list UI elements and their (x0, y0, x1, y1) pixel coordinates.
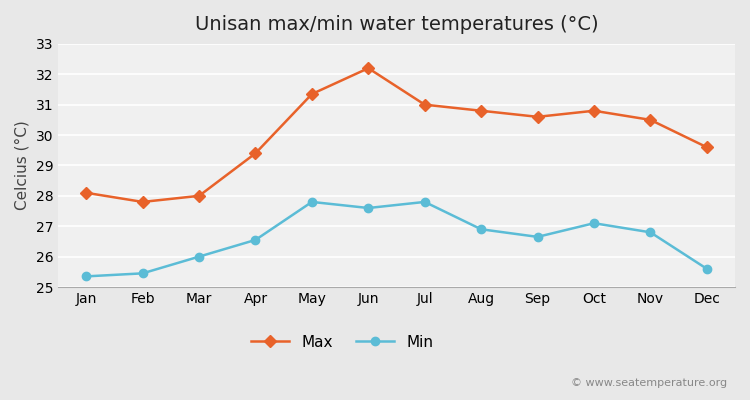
Max (364, 66, 373, 71)
Min (533, 234, 542, 239)
Max (82, 190, 91, 195)
Max (138, 200, 147, 204)
Line: Max: Max (82, 64, 711, 206)
Min (364, 206, 373, 210)
Title: Unisan max/min water temperatures (°C): Unisan max/min water temperatures (°C) (195, 15, 598, 34)
Line: Min: Min (82, 198, 711, 280)
Max (308, 92, 316, 96)
Text: © www.seatemperature.org: © www.seatemperature.org (572, 378, 728, 388)
Min (590, 221, 598, 226)
Legend: Max, Min: Max, Min (245, 329, 440, 356)
Max (477, 108, 486, 113)
Min (82, 274, 91, 279)
Max (702, 145, 711, 150)
Min (194, 254, 203, 259)
Min (646, 230, 655, 235)
Max (194, 194, 203, 198)
Max (533, 114, 542, 119)
Min (138, 271, 147, 276)
Min (420, 200, 429, 204)
Min (251, 238, 260, 242)
Min (308, 200, 316, 204)
Max (420, 102, 429, 107)
Y-axis label: Celcius (°C): Celcius (°C) (15, 120, 30, 210)
Max (251, 151, 260, 156)
Min (702, 266, 711, 271)
Max (590, 108, 598, 113)
Max (646, 118, 655, 122)
Min (477, 227, 486, 232)
